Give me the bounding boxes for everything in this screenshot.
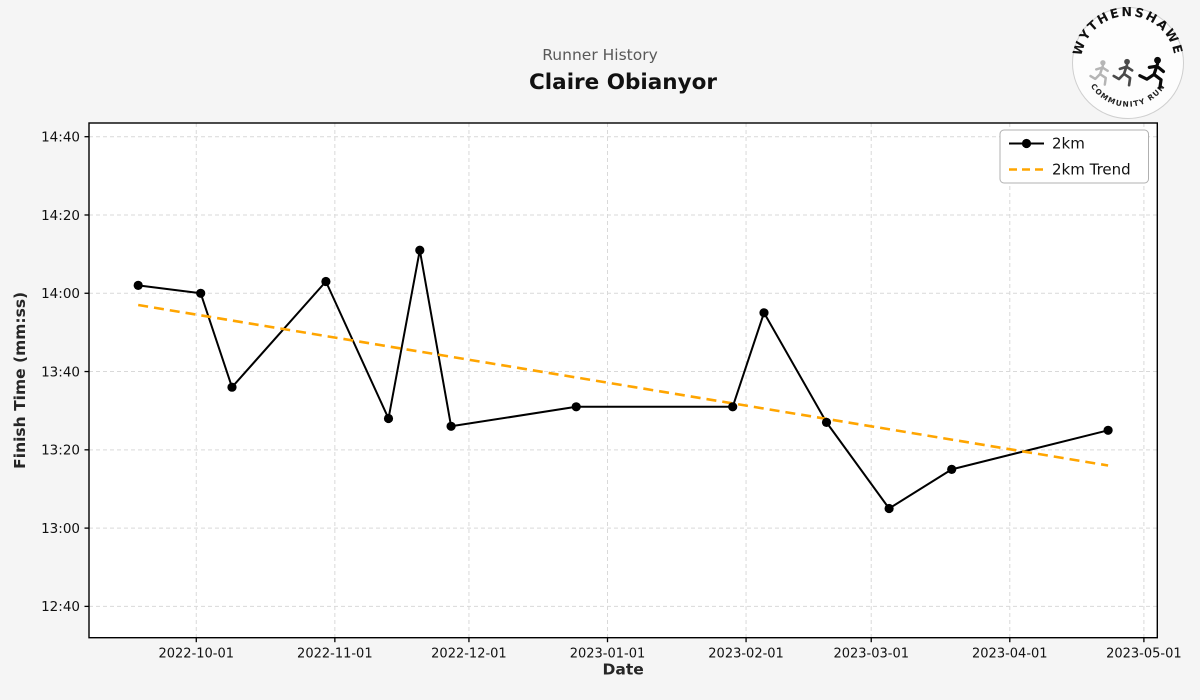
x-tick-label: 2022-12-01	[431, 647, 507, 662]
x-tick-label: 2022-10-01	[158, 647, 234, 662]
data-point	[133, 280, 143, 290]
page-title: Claire Obianyor	[529, 70, 717, 95]
data-point	[571, 402, 581, 412]
data-point	[821, 417, 832, 427]
data-point	[383, 413, 394, 424]
data-point	[227, 382, 237, 392]
runner-icon	[1089, 60, 1109, 86]
runner-icon	[1112, 58, 1134, 87]
x-tick-label: 2023-05-01	[1106, 647, 1182, 662]
data-point	[321, 276, 331, 287]
legend-label: 2km	[1052, 135, 1085, 153]
runner-icon	[1138, 56, 1166, 90]
y-tick-label: 13:40	[41, 364, 80, 380]
plot-border	[88, 122, 1159, 639]
y-tick-label: 13:20	[41, 443, 80, 459]
data-point	[759, 308, 769, 318]
x-tick-label: 2023-04-01	[972, 647, 1048, 662]
club-logo: WYTHENSHAWE COMMUNITY RUN	[1069, 5, 1184, 119]
data-point	[1103, 425, 1113, 435]
x-tick-label: 2023-01-01	[570, 647, 646, 662]
data-point	[728, 402, 738, 412]
x-tick-label: 2023-02-01	[708, 647, 784, 662]
data-point	[446, 421, 456, 431]
chart-suptitle: Runner History	[542, 46, 658, 64]
y-tick-label: 14:20	[41, 208, 80, 224]
plot-area	[89, 123, 1158, 638]
x-tick-label: 2023-03-01	[833, 647, 909, 662]
legend-label: 2km Trend	[1052, 161, 1131, 179]
y-tick-label: 14:00	[41, 286, 80, 302]
y-tick-label: 12:40	[41, 599, 80, 615]
data-point	[415, 245, 425, 255]
x-axis-label: Date	[603, 661, 644, 679]
trend-line	[137, 303, 1109, 467]
y-tick-label: 14:40	[41, 129, 80, 145]
data-line	[138, 249, 1109, 510]
data-point	[884, 503, 894, 514]
legend-marker	[1021, 138, 1032, 149]
x-tick-label: 2022-11-01	[297, 647, 373, 662]
y-tick-label: 13:00	[41, 521, 80, 537]
data-point	[196, 288, 206, 298]
data-point	[947, 464, 957, 474]
y-axis-label: Finish Time (mm:ss)	[11, 292, 29, 469]
